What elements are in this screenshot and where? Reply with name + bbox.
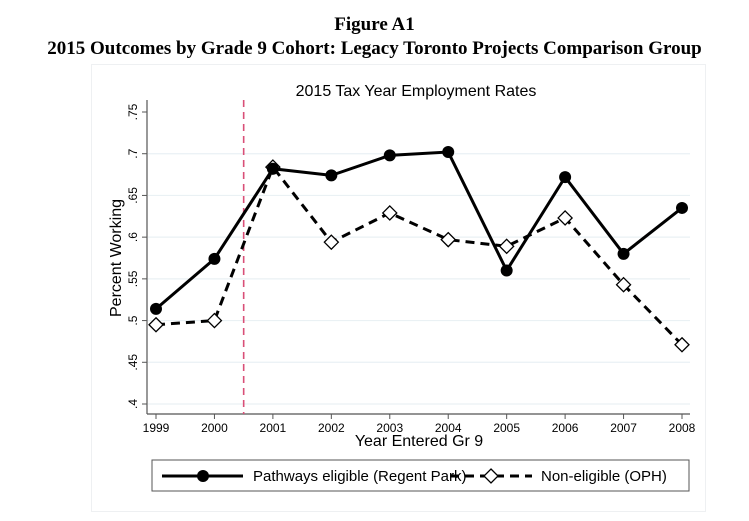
x-tick-label: 2005 <box>493 421 520 435</box>
legend-label-non-eligible: Non-eligible (OPH) <box>541 468 667 485</box>
data-point-pathways <box>500 264 513 277</box>
data-point-pathways <box>559 171 572 184</box>
data-point-non-eligible <box>557 210 574 226</box>
y-tick-label: .5 <box>126 315 140 325</box>
chart-title: 2015 Tax Year Employment Rates <box>296 83 537 100</box>
axes <box>146 100 690 415</box>
data-point-non-eligible <box>674 336 690 353</box>
x-tick-label: 2007 <box>610 421 637 435</box>
data-point-non-eligible <box>148 316 164 333</box>
y-tick-label: .7 <box>126 148 140 158</box>
figure-label: Figure A1 <box>334 14 415 35</box>
x-tick-label: 2002 <box>318 421 345 435</box>
data-point-non-eligible <box>440 231 457 248</box>
data-point-non-eligible <box>498 238 515 255</box>
data-point-pathways <box>208 252 221 265</box>
x-tick-label: 2006 <box>552 421 579 435</box>
data-point-pathways <box>617 247 630 260</box>
data-point-non-eligible <box>323 234 340 251</box>
gridlines <box>148 153 690 405</box>
data-point-pathways <box>325 169 338 182</box>
x-tick-label: 1999 <box>143 421 170 435</box>
x-tick-label: 2008 <box>669 421 696 435</box>
x-tick-label: 2001 <box>260 421 287 435</box>
legend: Pathways eligible (Regent Park) Non-elig… <box>151 459 690 492</box>
x-tick-label: 2000 <box>201 421 228 435</box>
x-tick-label: 2004 <box>435 421 462 435</box>
y-tick-label: .55 <box>126 270 140 287</box>
data-point-non-eligible <box>206 312 223 329</box>
legend-marker-circle <box>197 470 209 482</box>
data-point-pathways <box>150 302 162 315</box>
figure-subtitle: 2015 Outcomes by Grade 9 Cohort: Legacy … <box>47 38 702 59</box>
data-point-pathways <box>676 201 688 214</box>
y-tick-label: .45 <box>126 354 140 371</box>
series-line-pathways <box>155 150 683 311</box>
y-axis-ticks: .4 .45 .5 .55 .6 .65 .7 .75 <box>126 103 147 409</box>
x-axis-label: Year Entered Gr 9 <box>355 433 483 450</box>
x-tick-label: 2003 <box>376 421 403 435</box>
y-tick-label: .6 <box>126 232 140 242</box>
legend-marker-diamond <box>483 468 499 484</box>
data-point-pathways <box>442 146 455 159</box>
series-group <box>148 146 690 353</box>
legend-key-pathways <box>162 470 243 482</box>
chart-frame <box>91 64 706 512</box>
data-point-non-eligible <box>381 205 398 221</box>
y-tick-label: .65 <box>126 187 140 204</box>
data-point-pathways <box>266 162 279 175</box>
legend-key-non-eligible <box>450 468 532 484</box>
y-axis-label: Percent Working <box>108 199 125 317</box>
y-tick-label: .75 <box>126 103 140 120</box>
data-point-non-eligible <box>615 276 632 293</box>
y-tick-label: .4 <box>126 399 140 409</box>
series-line-non-eligible <box>155 164 684 346</box>
legend-label-pathways: Pathways eligible (Regent Park) <box>253 468 466 485</box>
x-axis-ticks: 1999 2000 2001 2002 2003 2004 2005 2006 2007 2008 <box>143 414 696 435</box>
series-non-eligible <box>148 159 690 353</box>
series-pathways <box>150 146 688 315</box>
data-point-pathways <box>383 149 396 162</box>
